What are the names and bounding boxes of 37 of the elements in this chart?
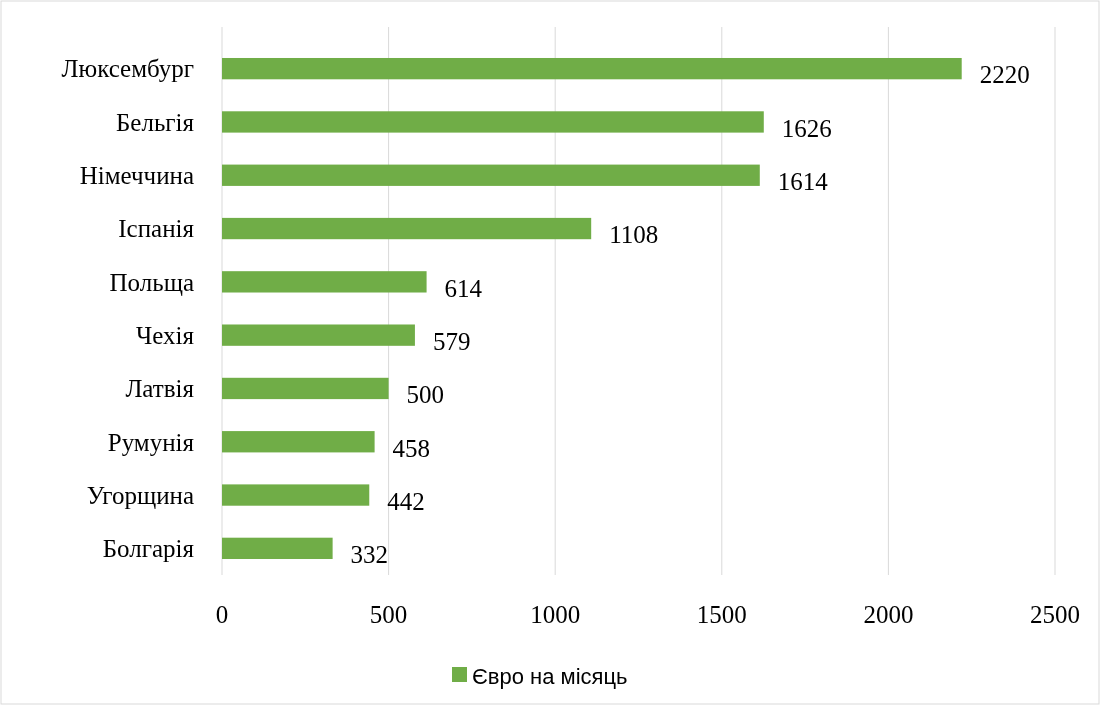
bar bbox=[222, 111, 764, 133]
bar bbox=[222, 217, 592, 240]
bar bbox=[222, 484, 370, 506]
x-tick-label: 500 bbox=[369, 601, 408, 628]
bar bbox=[222, 57, 962, 80]
data-label: 1614 bbox=[777, 168, 829, 195]
bar bbox=[222, 324, 415, 346]
y-tick-label: Чехія bbox=[136, 321, 195, 349]
data-label: 614 bbox=[444, 274, 483, 302]
x-tick-label: 0 bbox=[215, 601, 229, 628]
data-label: 579 bbox=[432, 327, 471, 355]
y-tick-label: Іспанія bbox=[118, 215, 195, 243]
y-tick-label: Німеччина bbox=[79, 162, 194, 189]
y-tick-label: Польща bbox=[109, 268, 194, 296]
data-label: 442 bbox=[387, 487, 425, 515]
data-label: 1108 bbox=[609, 221, 659, 249]
y-tick-label: Латвія bbox=[125, 375, 195, 403]
y-tick-label: Угорщина bbox=[86, 481, 194, 509]
data-label: 458 bbox=[392, 434, 431, 462]
x-tick-label: 1000 bbox=[530, 601, 581, 628]
bar bbox=[222, 271, 427, 293]
data-label: 1626 bbox=[781, 114, 832, 142]
bar bbox=[222, 377, 389, 400]
y-tick-label: Люксембург bbox=[61, 55, 194, 83]
data-label: 500 bbox=[406, 381, 445, 409]
x-tick-label: 2500 bbox=[1030, 601, 1080, 628]
y-tick-label: Румунія bbox=[107, 428, 195, 456]
y-tick-label: Бельгія bbox=[115, 108, 195, 136]
y-tick-label: Болгарія bbox=[102, 535, 195, 563]
bar bbox=[222, 537, 333, 560]
data-label: 332 bbox=[350, 541, 389, 569]
bar bbox=[222, 164, 760, 186]
legend-label: Євро на місяць bbox=[472, 663, 628, 689]
data-label: 2220 bbox=[979, 61, 1030, 89]
x-tick-label: 2000 bbox=[863, 601, 914, 628]
x-tick-label: 1500 bbox=[696, 601, 747, 628]
bar bbox=[222, 431, 375, 453]
